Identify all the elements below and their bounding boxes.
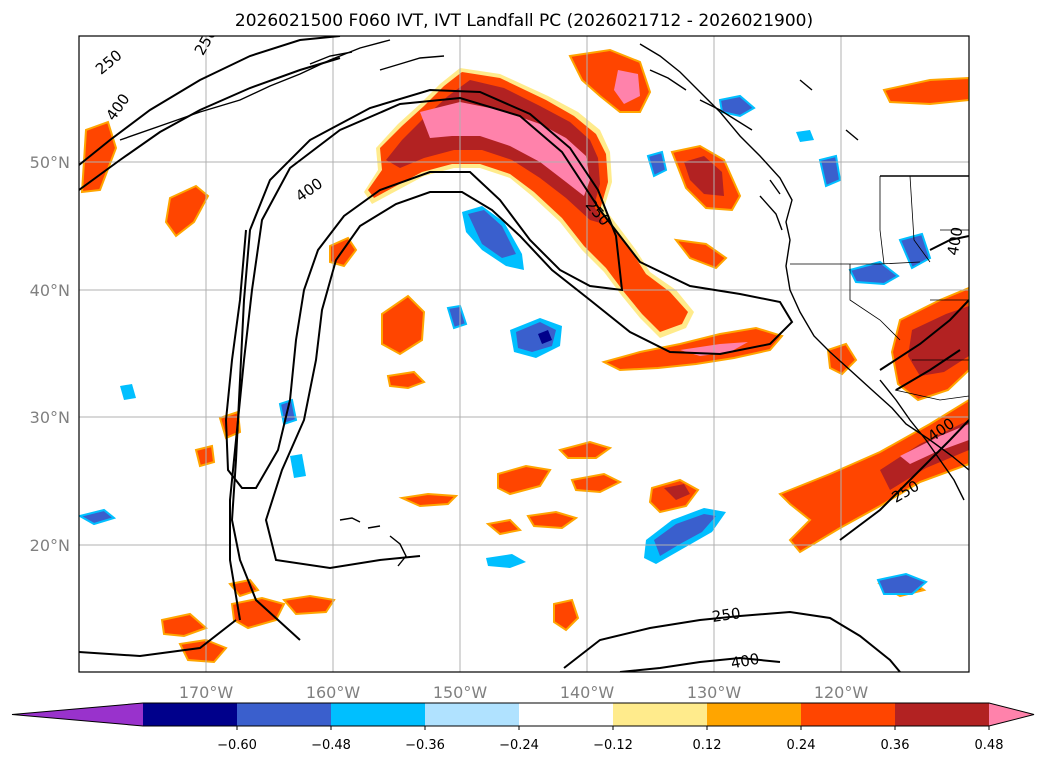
colorbar-segment [895,703,990,726]
mid-patch-1 [381,294,426,356]
neg-patch-1-core [468,210,516,258]
lat-label-50n: 50°N [30,153,70,172]
lon-label-130w: 130°W [687,683,742,702]
sw-patch-3 [282,594,336,616]
neg-patch-8 [898,232,932,270]
ca-offshore-patch [826,342,858,376]
map-content: 250 400 400 250 400 250 250 400 400 250 [79,36,969,673]
neg-patch-6 [818,154,842,188]
colorbar-segment [801,703,896,726]
ivt-contours [79,36,969,672]
colorbar-tick-label: −0.48 [311,738,351,753]
map-frame [78,35,970,673]
colorbar-segment [425,703,520,726]
figure-title: 2026021500 F060 IVT, IVT Landfall PC (20… [235,11,813,31]
graticule [79,36,969,672]
colorbar: −0.60 −0.48 −0.36 −0.24 −0.12 0.12 0.24 0.36 0.4… [11,702,1035,753]
lat-label-20n: 20°N [30,536,70,555]
colorbar-segment [707,703,802,726]
lat-label-40n: 40°N [30,281,70,300]
longitude-labels: 170°W 160°W 150°W 140°W 130°W 120°W [179,683,869,702]
sw-patch-1 [160,612,208,638]
lon-label-170w: 170°W [179,683,234,702]
sw-patch-5 [228,578,260,598]
colorbar-extend-high [989,703,1034,726]
contour-label-7: 250 [711,604,742,626]
colorbar-tick-label: 0.12 [693,738,722,753]
lat-label-30n: 30°N [30,408,70,427]
colorbar-tick-label: −0.24 [499,738,539,753]
colorbar-tick-label: −0.36 [405,738,445,753]
trop-patch-3 [570,472,623,494]
neg-patch-16 [796,130,814,142]
colorbar-tick-label: 0.48 [975,738,1004,753]
neg-patch-2-deep [538,330,552,344]
ca-coast-darkred [908,306,969,376]
neg-patch-12 [446,304,468,330]
west-patch-3 [218,410,242,440]
sw-patch-2 [230,596,286,630]
neg-patch-4 [718,94,756,118]
trop-patch-7 [485,518,523,536]
neg-patch-7 [848,260,900,286]
trop-patch-2 [558,440,613,459]
colorbar-extend-low [12,703,143,726]
coastlines [119,39,969,567]
contour-label-9: 400 [944,225,967,256]
neg-patch-5 [646,150,668,178]
trop-patch-6 [526,510,579,530]
sw-patch-6 [553,598,580,632]
ne-corner-patch [882,76,969,106]
trop-patch-5 [398,492,459,508]
colorbar-segment [237,703,332,726]
colorbar-tick-label: −0.12 [593,738,633,753]
sw-patch-4 [178,638,228,664]
lon-label-120w: 120°W [814,683,869,702]
positive-anomaly-shading [80,48,969,664]
bc-coast-pink [614,70,640,104]
trop-patch-4-darkred [664,484,690,500]
colorbar-segment [331,703,426,726]
colorbar-tick-label: −0.60 [217,738,257,753]
contour-label-8: 400 [729,650,760,673]
neg-patch-11 [486,554,526,568]
colorbar-tick-label: 0.36 [881,738,910,753]
neg-patch-14 [120,384,136,400]
negative-anomaly-shading [79,94,932,595]
colorbar-outline [11,702,1035,727]
lon-label-160w: 160°W [306,683,361,702]
map-panel: 250 400 400 250 400 250 250 400 400 250 [78,35,970,673]
baja-band [778,398,969,554]
colorbar-tick-label: 0.24 [787,738,816,753]
mid-patch-2 [386,370,426,390]
colorbar-segment [613,703,708,726]
colorbar-segment [519,703,614,726]
neg-patch-9 [876,572,928,595]
lon-label-140w: 140°W [560,683,615,702]
neg-patch-2-core [516,322,556,352]
west-patch-4 [194,444,216,468]
neg-patch-15 [290,454,306,478]
latitude-labels: 50°N 40°N 30°N 20°N [30,153,70,555]
ar-plume-pink [420,102,590,196]
trop-patch-1 [497,464,552,496]
neg-patch-10 [79,508,117,526]
lon-label-150w: 150°W [433,683,488,702]
west-patch-2 [164,184,210,238]
colorbar-segment [143,703,238,726]
